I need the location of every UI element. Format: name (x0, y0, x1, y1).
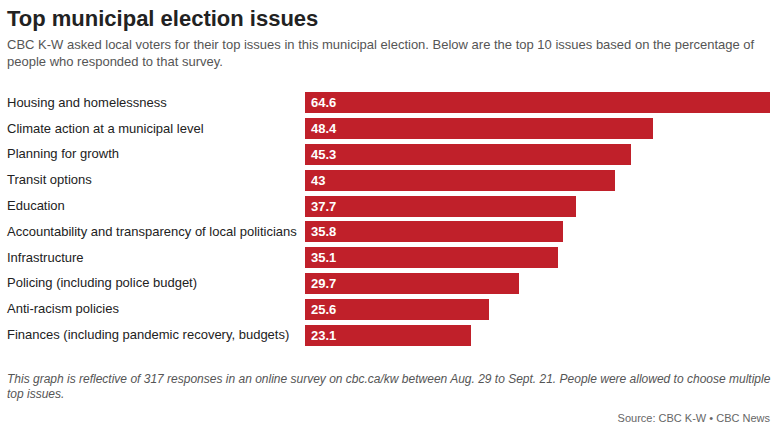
bar-row: Anti-racism policies 25.6 (7, 296, 777, 322)
bar-row: Policing (including police budget) 29.7 (7, 271, 777, 297)
data-label: 48.4 (311, 118, 336, 139)
bar-row: Planning for growth 45.3 (7, 142, 777, 168)
subtitle: CBC K-W asked local voters for their top… (7, 36, 772, 70)
bar-row: Climate action at a municipal level 48.4 (7, 116, 777, 142)
bar-track: 29.7 (305, 273, 777, 294)
bar (305, 247, 558, 268)
category-label: Transit options (7, 173, 305, 187)
category-label: Anti-racism policies (7, 302, 305, 316)
data-label: 25.6 (311, 299, 336, 320)
bar (305, 170, 615, 191)
bar (305, 196, 576, 217)
data-label: 43 (311, 170, 325, 191)
category-label: Accountability and transparency of local… (7, 225, 305, 239)
bar-track: 35.1 (305, 247, 777, 268)
data-label: 37.7 (311, 196, 336, 217)
bar-track: 45.3 (305, 144, 777, 165)
category-label: Housing and homelessness (7, 96, 305, 110)
bar-track: 64.6 (305, 92, 777, 113)
bar-row: Infrastructure 35.1 (7, 245, 777, 271)
bar (305, 273, 519, 294)
bar-row: Transit options 43 (7, 167, 777, 193)
bar-row: Accountability and transparency of local… (7, 219, 777, 245)
title: Top municipal election issues (7, 6, 318, 32)
plot-area: Housing and homelessness 64.6 Climate acti… (7, 90, 777, 348)
bar-track: 35.8 (305, 221, 777, 242)
bar-track: 25.6 (305, 299, 777, 320)
bar (305, 92, 770, 113)
category-label: Finances (including pandemic recovery, b… (7, 328, 305, 342)
data-label: 64.6 (311, 92, 336, 113)
bar-track: 43 (305, 170, 777, 191)
bar-row: Housing and homelessness 64.6 (7, 90, 777, 116)
data-label: 23.1 (311, 325, 336, 346)
bar-track: 37.7 (305, 196, 777, 217)
bar (305, 118, 653, 139)
data-label: 29.7 (311, 273, 336, 294)
data-label: 45.3 (311, 144, 336, 165)
data-label: 35.1 (311, 247, 336, 268)
category-label: Policing (including police budget) (7, 276, 305, 290)
bar (305, 221, 563, 242)
category-label: Planning for growth (7, 147, 305, 161)
footnote: This graph is reflective of 317 response… (7, 372, 772, 402)
bar-track: 23.1 (305, 325, 777, 346)
bar-track: 48.4 (305, 118, 777, 139)
category-label: Education (7, 199, 305, 213)
category-label: Infrastructure (7, 251, 305, 265)
bar-row: Finances (including pandemic recovery, b… (7, 322, 777, 348)
data-label: 35.8 (311, 221, 336, 242)
bar (305, 144, 631, 165)
category-label: Climate action at a municipal level (7, 122, 305, 136)
bar-row: Education 37.7 (7, 193, 777, 219)
source: Source: CBC K-W • CBC News (618, 412, 770, 424)
